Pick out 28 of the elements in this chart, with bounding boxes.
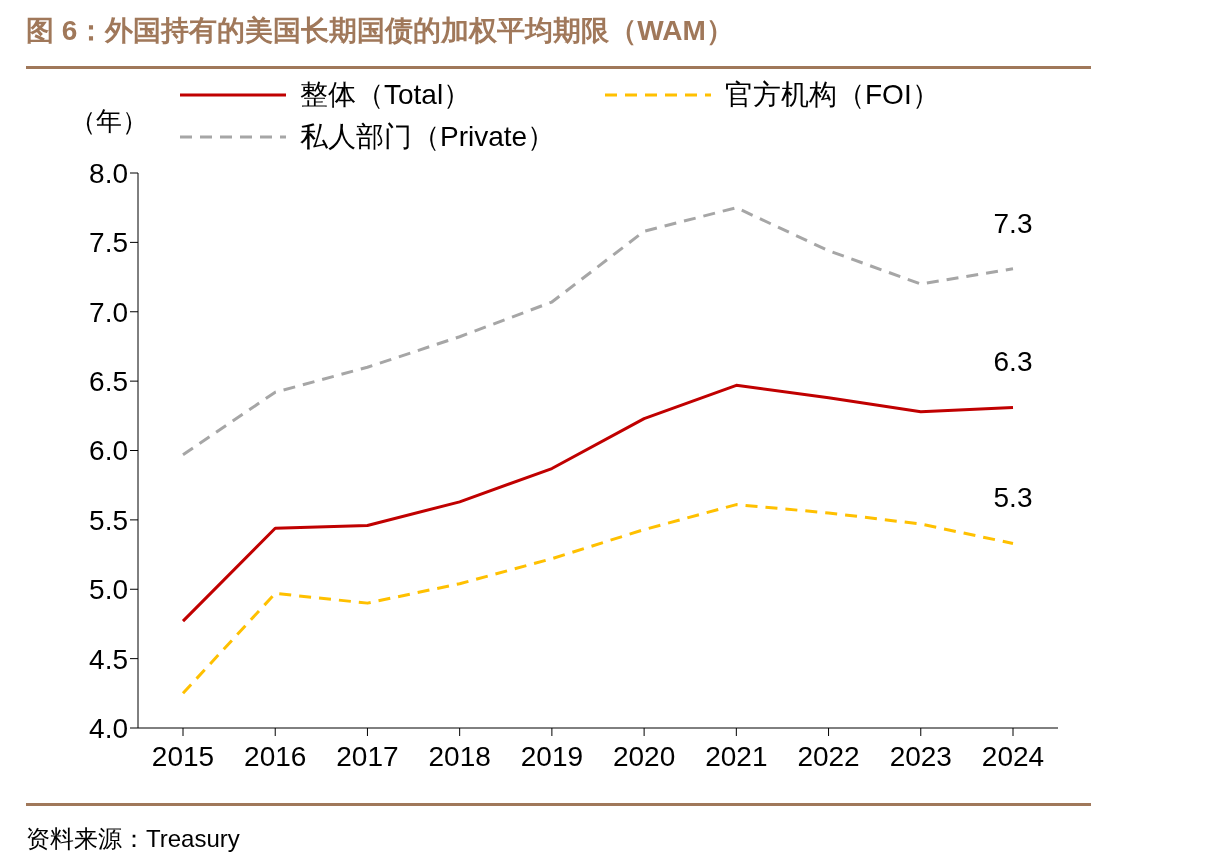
data-label: 7.3 <box>993 207 1033 239</box>
x-tick-label: 2015 <box>151 740 215 772</box>
legend-label: 整体（Total） <box>300 78 472 112</box>
x-tick-label: 2016 <box>244 740 307 772</box>
x-tick-label: 2024 <box>981 740 1045 772</box>
x-tick-label: 2019 <box>520 740 584 772</box>
text: 资料来源：Treasury <box>26 824 240 854</box>
x-tick-label: 2020 <box>612 740 676 772</box>
y-tick-label: 6.5 <box>89 366 128 398</box>
chart-title: 图 6：外国持有的美国长期国债的加权平均期限（WAM） <box>26 14 734 48</box>
y-tick-label: 7.5 <box>89 227 128 259</box>
x-tick-label: 2017 <box>336 740 399 772</box>
data-label: 5.3 <box>993 482 1033 514</box>
y-tick-label: 5.0 <box>89 574 128 606</box>
legend-label: 官方机构（FOI） <box>725 78 940 112</box>
y-tick-label: 5.5 <box>89 504 128 536</box>
y-axis-title: （年） <box>70 105 148 138</box>
y-tick-label: 7.0 <box>89 296 128 328</box>
data-label: 6.3 <box>993 346 1033 378</box>
y-tick-label: 6.0 <box>89 435 128 467</box>
y-tick-label: 8.0 <box>89 157 128 189</box>
x-tick-label: 2021 <box>705 740 768 772</box>
legend-label: 私人部门（Private） <box>300 120 556 154</box>
x-tick-label: 2022 <box>797 740 860 772</box>
x-tick-label: 2018 <box>428 740 491 772</box>
y-tick-label: 4.0 <box>89 712 128 744</box>
y-tick-label: 4.5 <box>89 643 128 675</box>
x-tick-label: 2023 <box>889 740 952 772</box>
